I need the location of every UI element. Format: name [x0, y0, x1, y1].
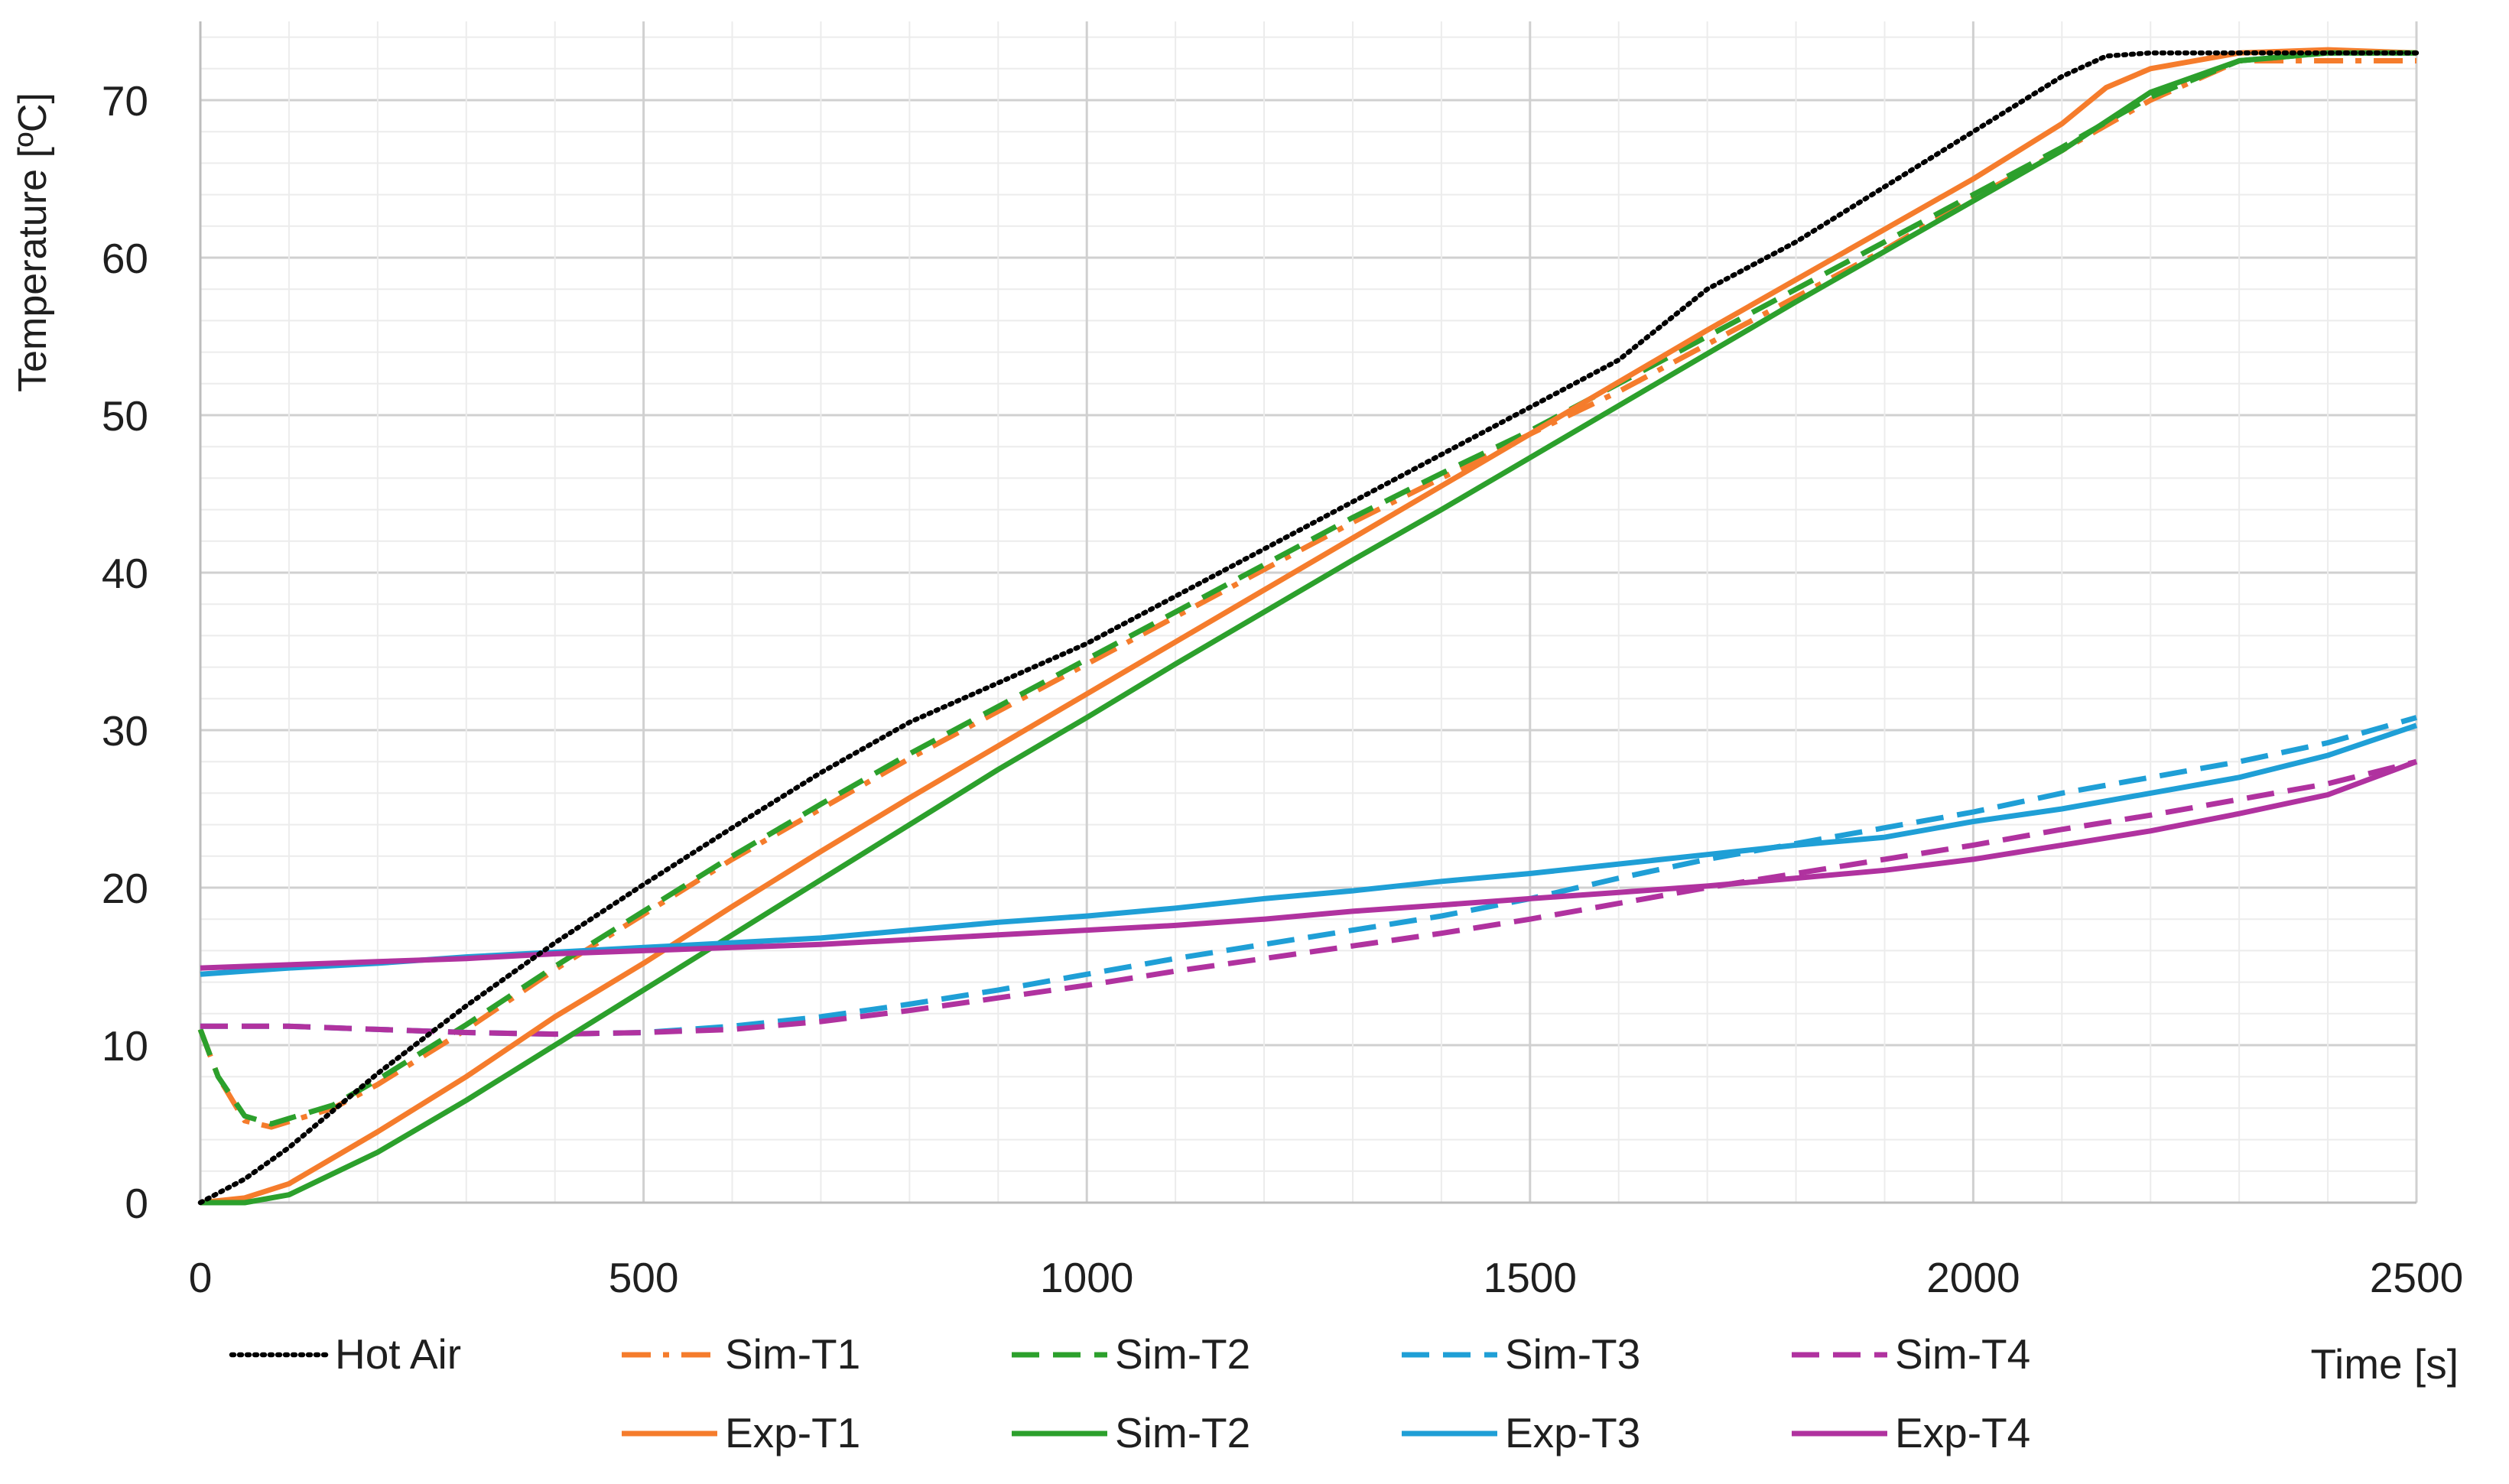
- y-tick-label: 10: [102, 1022, 148, 1070]
- x-tick-label: 2000: [1926, 1254, 2020, 1301]
- series-line-exp-t1-5: [200, 47, 2417, 1206]
- legend-label-sim-t4-4: Sim-T4: [1895, 1330, 2030, 1378]
- tick-labels: 0 10 20 30 40 50 60 70 0 500 1000 1500 2000 2500: [102, 77, 2463, 1301]
- series-line-hot-air-0: [197, 50, 2420, 1206]
- legend-label-exp-t4-8: Exp-T4: [1895, 1409, 2030, 1456]
- legend-label-sim-t2-6: Sim-T2: [1115, 1409, 1250, 1456]
- series-line-sim-t4-4: [200, 758, 2417, 1038]
- x-tick-label: 0: [189, 1254, 213, 1301]
- x-tick-label: 1000: [1040, 1254, 1133, 1301]
- y-axis-label: Temperature [ºC]: [11, 93, 55, 392]
- y-tick-label: 50: [102, 392, 148, 440]
- series-line-exp-t4-8: [200, 758, 2418, 971]
- axes: [199, 21, 2416, 1204]
- y-tick-label: 0: [125, 1180, 148, 1227]
- x-tick-label: 500: [609, 1254, 679, 1301]
- y-tick-label: 70: [102, 77, 148, 125]
- x-tick-label: 1500: [1484, 1254, 1577, 1301]
- series-lines: [197, 47, 2420, 1206]
- x-axis-label: Time [s]: [2310, 1340, 2459, 1388]
- legend-label-sim-t2-2: Sim-T2: [1115, 1330, 1250, 1378]
- legend-label-hot-air-0: Hot Air: [335, 1330, 461, 1378]
- grid-lines: [199, 21, 2418, 1204]
- legend: Hot Air Sim-T1 Sim-T2 Sim-T3 Sim-T4 Exp-T1 Sim…: [229, 1330, 2030, 1456]
- y-tick-label: 30: [102, 707, 148, 755]
- legend-label-sim-t1-1: Sim-T1: [725, 1330, 860, 1378]
- legend-label-exp-t1-5: Exp-T1: [725, 1409, 860, 1456]
- series-line-sim-t3-3: [200, 715, 2417, 1038]
- series-line-sim-t1-1: [197, 58, 2416, 1130]
- y-tick-label: 40: [102, 550, 148, 597]
- legend-label-sim-t3-3: Sim-T3: [1505, 1330, 1640, 1378]
- legend-label-exp-t3-7: Exp-T3: [1505, 1409, 1640, 1456]
- x-tick-label: 2500: [2370, 1254, 2463, 1301]
- y-tick-label: 20: [102, 865, 148, 912]
- series-line-sim-t2-6: [200, 50, 2416, 1206]
- y-tick-label: 60: [102, 235, 148, 282]
